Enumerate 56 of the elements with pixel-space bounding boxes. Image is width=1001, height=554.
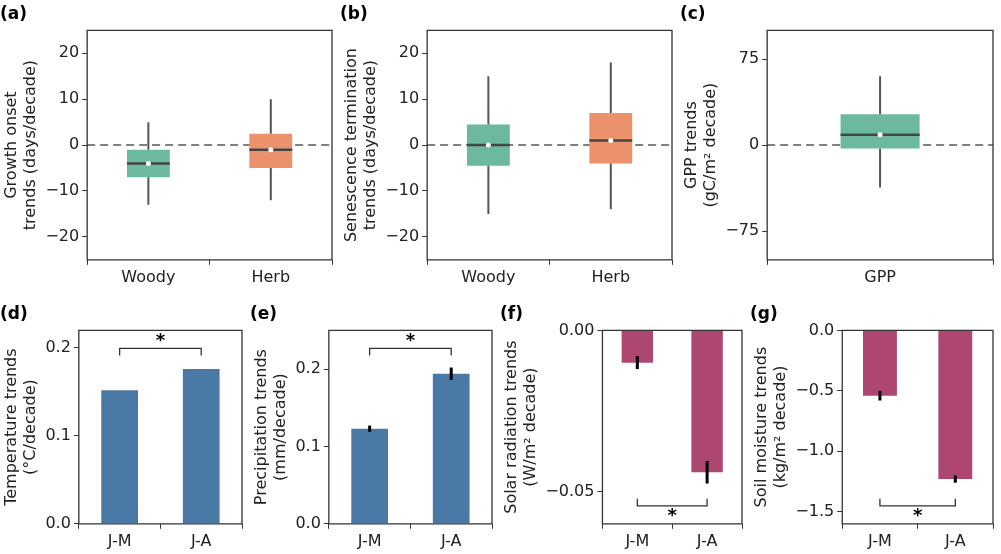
x-tick-label: J-M bbox=[867, 530, 892, 550]
y-tick-label: −10 bbox=[45, 180, 80, 200]
y-tick-label: 0 bbox=[68, 134, 80, 154]
y-axis-title: GPP trends (gC/m² decade) bbox=[680, 82, 719, 208]
y-tick-label: 0 bbox=[748, 134, 760, 154]
y-axis-title: Precipitation trends (mm/decade) bbox=[250, 349, 289, 506]
y-tick-label: −10 bbox=[385, 180, 420, 200]
y-tick-label: −1.5 bbox=[795, 500, 835, 520]
x-tick-label: J-A bbox=[189, 530, 212, 550]
x-tick-label: Herb bbox=[251, 266, 291, 286]
y-tick-label: 0.0 bbox=[295, 512, 321, 532]
chart-title: (e) bbox=[250, 302, 278, 323]
y-tick-label: 0.1 bbox=[45, 425, 71, 445]
y-tick-label: 10 bbox=[398, 88, 420, 108]
y-axis-title: Senescence termination trends (days/decade) bbox=[340, 48, 379, 243]
y-tick-label: −1.0 bbox=[795, 440, 835, 460]
x-tick-label: J-M bbox=[356, 530, 382, 550]
y-tick-label: −0.05 bbox=[545, 480, 595, 500]
y-tick-label: 10 bbox=[58, 88, 80, 108]
x-tick-label: Herb bbox=[591, 266, 631, 286]
x-tick-label: Woody bbox=[461, 266, 516, 286]
y-tick-label: −0.5 bbox=[795, 379, 835, 399]
chart-title: (f) bbox=[500, 302, 523, 323]
chart-title: (b) bbox=[340, 2, 368, 23]
chart-title: (g) bbox=[750, 302, 778, 323]
y-tick-label: 20 bbox=[398, 42, 420, 62]
x-tick-label: Woody bbox=[121, 266, 176, 286]
x-tick-label: J-A bbox=[439, 530, 462, 550]
y-tick-label: −20 bbox=[45, 226, 80, 246]
x-tick-label: J-A bbox=[944, 530, 966, 550]
chart-title: (a) bbox=[0, 2, 28, 23]
y-tick-label: 0.1 bbox=[295, 435, 321, 455]
y-tick-label: 0.00 bbox=[558, 319, 595, 339]
y-axis-title: Temperature trends (°C/decade) bbox=[0, 348, 39, 507]
y-axis-title: Solar radiation trends (W/m² decade) bbox=[500, 340, 539, 514]
y-tick-label: 0.2 bbox=[295, 358, 321, 378]
y-axis-title: Soil moisture trends (kg/m² decade) bbox=[750, 346, 789, 508]
x-tick-label: J-M bbox=[106, 530, 132, 550]
annotation: * bbox=[667, 504, 678, 526]
y-tick-label: 20 bbox=[58, 42, 80, 62]
x-tick-label: J-M bbox=[624, 530, 650, 550]
y-tick-label: 0.2 bbox=[45, 337, 71, 357]
x-tick-label: J-A bbox=[695, 530, 718, 550]
y-tick-label: 0.0 bbox=[45, 512, 71, 532]
y-tick-label: 0 bbox=[408, 134, 420, 154]
annotation: * bbox=[155, 329, 166, 351]
y-tick-label: −75 bbox=[725, 220, 760, 240]
y-tick-label: −20 bbox=[385, 226, 420, 246]
y-axis-title: Growth onset trends (days/decade) bbox=[0, 59, 39, 231]
chart-title: (d) bbox=[0, 302, 28, 323]
x-tick-label: GPP bbox=[864, 266, 897, 286]
y-tick-label: 0.0 bbox=[808, 319, 835, 339]
annotation: * bbox=[405, 329, 416, 351]
annotation: * bbox=[912, 504, 923, 526]
y-tick-label: 75 bbox=[738, 48, 760, 68]
chart-title: (c) bbox=[680, 2, 706, 23]
